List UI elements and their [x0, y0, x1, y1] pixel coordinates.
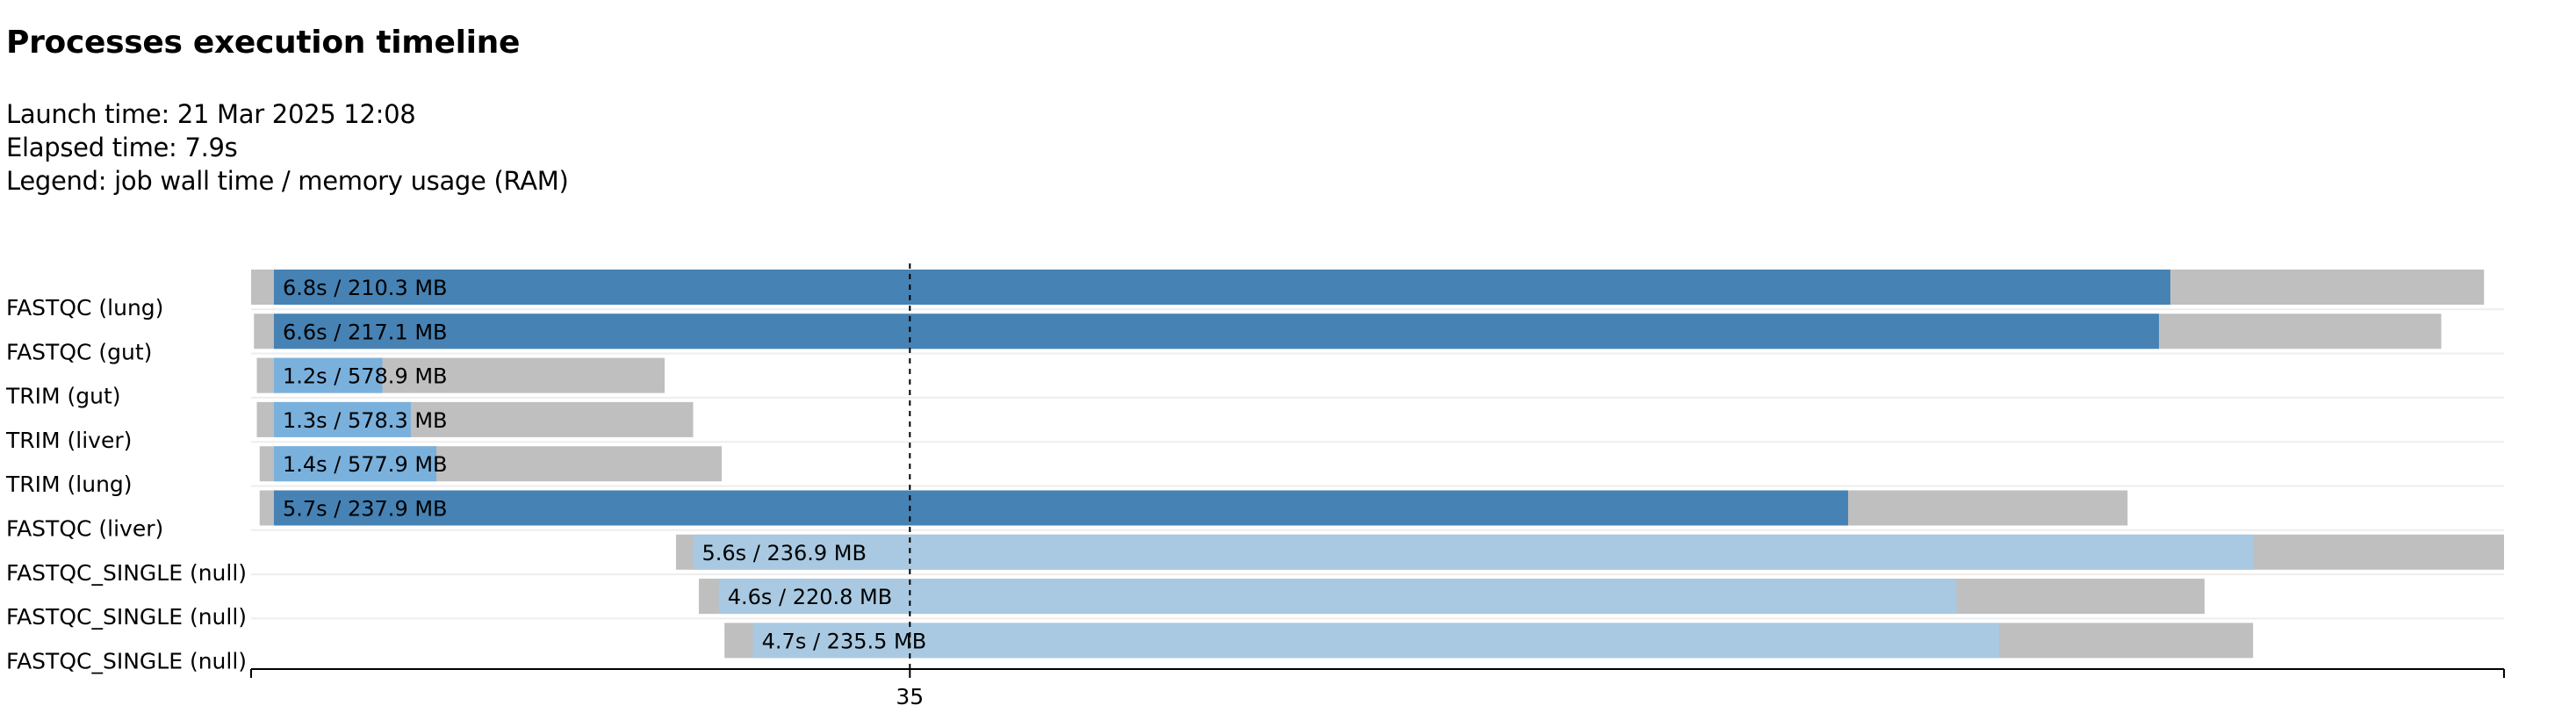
- bar-annotation: 1.4s / 577.9 MB: [283, 452, 448, 477]
- row-label: FASTQC (lung): [6, 295, 163, 320]
- bar-annotation: 1.3s / 578.3 MB: [283, 408, 448, 433]
- elapsed-time-text: Elapsed time: 7.9s: [6, 133, 238, 162]
- row-label: TRIM (lung): [5, 472, 133, 497]
- legend-text: Legend: job wall time / memory usage (RA…: [6, 166, 569, 196]
- bar-annotation: 1.2s / 578.9 MB: [283, 364, 448, 389]
- bar-annotation: 6.8s / 210.3 MB: [283, 276, 448, 300]
- row-label: FASTQC_SINGLE (null): [6, 560, 247, 586]
- execution-bar: [273, 446, 437, 482]
- row-label: FASTQC_SINGLE (null): [6, 648, 247, 673]
- bar-annotation: 4.6s / 220.8 MB: [728, 585, 893, 609]
- bar-annotation: 5.6s / 236.9 MB: [702, 541, 867, 565]
- execution-bar: [273, 401, 411, 437]
- row-label: TRIM (gut): [5, 384, 121, 409]
- execution-bar: [273, 313, 2159, 349]
- execution-bar: [273, 357, 383, 393]
- row-label: FASTQC (liver): [6, 516, 163, 542]
- execution-bar: [752, 623, 2000, 659]
- row-label: FASTQC (gut): [6, 339, 152, 364]
- execution-bar: [273, 270, 2170, 305]
- x-axis-tick-label: 35: [896, 684, 924, 709]
- bar-annotation: 4.7s / 235.5 MB: [762, 629, 927, 653]
- execution-bar: [693, 534, 2254, 570]
- row-label: TRIM (liver): [5, 428, 132, 453]
- execution-bar: [273, 490, 1848, 526]
- row-label: FASTQC_SINGLE (null): [6, 604, 247, 630]
- page-title: Processes execution timeline: [6, 25, 521, 61]
- bar-annotation: 6.6s / 217.1 MB: [283, 320, 448, 344]
- bar-annotation: 5.7s / 237.9 MB: [283, 497, 448, 522]
- execution-bar: [718, 579, 1957, 615]
- launch-time-text: Launch time: 21 Mar 2025 12:08: [6, 99, 416, 129]
